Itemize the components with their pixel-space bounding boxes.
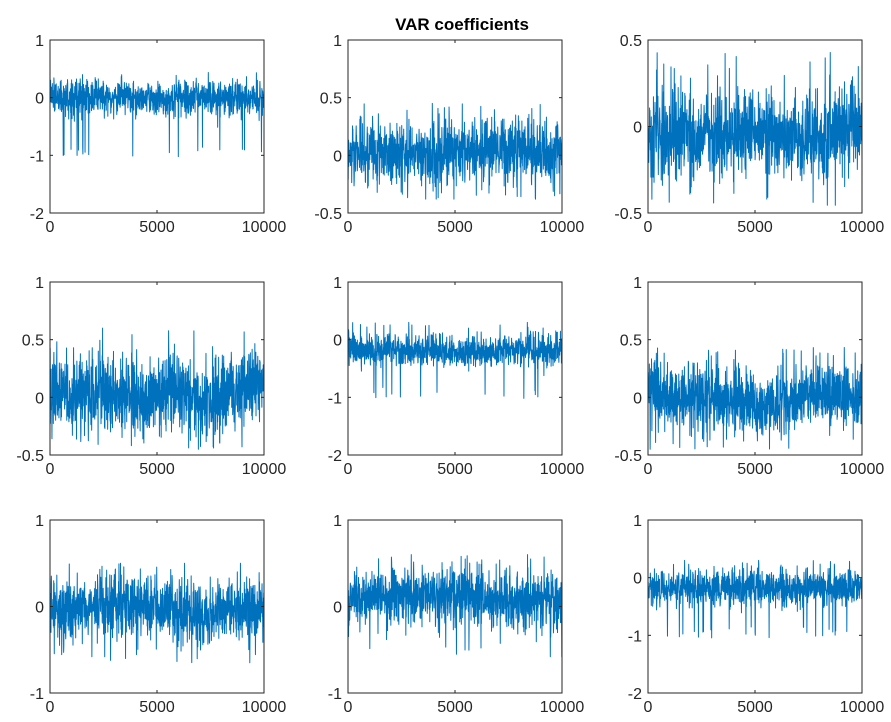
series-line-3-1	[49, 562, 265, 664]
x-tick-label-2-2-0: 0	[344, 461, 353, 478]
y-tick-label-3-1-0: -1	[30, 686, 44, 703]
series-line-1-1	[49, 71, 265, 158]
x-tick-label-2-2-1: 5000	[437, 461, 473, 478]
x-tick-label-3-3-1: 5000	[737, 699, 773, 716]
y-tick-label-2-1-2: 0.5	[22, 333, 44, 350]
subplot-2-3: 0 5000 10000-0.500.51	[614, 275, 884, 478]
y-tick-label-1-1-0: -2	[30, 206, 44, 223]
y-tick-label-2-2-2: 0	[333, 333, 342, 350]
y-tick-label-1-3-1: 0	[633, 120, 642, 137]
x-tick-label-3-2-1: 5000	[437, 699, 473, 716]
subplot-3-1: 0 5000 10000-101	[30, 513, 287, 716]
subplot-2-1: 0 5000 10000-0.500.51	[16, 275, 286, 478]
y-tick-label-1-2-3: 1	[333, 33, 342, 50]
y-tick-label-2-3-2: 0.5	[620, 333, 642, 350]
series-line-2-1	[49, 327, 265, 450]
y-tick-label-2-3-0: -0.5	[614, 448, 642, 465]
x-tick-label-3-1-0: 0	[46, 699, 55, 716]
y-tick-label-1-2-1: 0	[333, 148, 342, 165]
y-tick-label-3-3-3: 1	[633, 513, 642, 530]
y-tick-label-3-3-2: 0	[633, 571, 642, 588]
y-tick-label-3-1-1: 0	[35, 600, 44, 617]
subplot-3-2: 0 5000 10000-101	[328, 513, 585, 716]
subplot-1-2: 0 5000 10000-0.500.51	[314, 33, 584, 236]
x-tick-label-1-3-0: 0	[644, 219, 653, 236]
y-tick-label-1-3-2: 0.5	[620, 33, 642, 50]
subplot-1-3: 0 5000 10000-0.500.5	[614, 33, 884, 236]
y-tick-label-2-3-1: 0	[633, 390, 642, 407]
subplot-1-1: 0 5000 10000 -2 -1 0 1	[30, 33, 287, 236]
x-tick-label-1-1-0: 0	[46, 219, 55, 236]
figure-title: VAR coefficients	[395, 15, 529, 34]
y-tick-label-2-1-3: 1	[35, 275, 44, 292]
x-tick-label-2-1-2: 10000	[242, 461, 287, 478]
y-tick-label-3-3-0: -2	[628, 686, 642, 703]
x-tick-label-2-1-0: 0	[46, 461, 55, 478]
x-tick-label-3-2-2: 10000	[540, 699, 585, 716]
x-tick-label-2-3-1: 5000	[737, 461, 773, 478]
x-tick-label-2-1-1: 5000	[139, 461, 175, 478]
x-tick-label-3-1-2: 10000	[242, 699, 287, 716]
x-tick-label-2-3-2: 10000	[840, 461, 885, 478]
y-tick-label-1-1-3: 1	[35, 33, 44, 50]
y-tick-label-1-1-1: -1	[30, 148, 44, 165]
y-tick-label-2-2-1: -1	[328, 390, 342, 407]
x-tick-label-1-1-2: 10000	[242, 219, 287, 236]
series-line-1-2	[347, 102, 563, 200]
y-tick-label-1-2-2: 0.5	[320, 91, 342, 108]
x-tick-label-3-3-2: 10000	[840, 699, 885, 716]
series-line-3-3	[647, 559, 863, 639]
y-tick-label-3-2-2: 1	[333, 513, 342, 530]
x-tick-label-3-1-1: 5000	[139, 699, 175, 716]
y-tick-label-2-3-3: 1	[633, 275, 642, 292]
y-tick-label-2-1-0: -0.5	[16, 448, 44, 465]
y-tick-label-3-2-0: -1	[328, 686, 342, 703]
x-tick-label-1-3-2: 10000	[840, 219, 885, 236]
y-tick-label-2-1-1: 0	[35, 390, 44, 407]
y-tick-label-1-3-0: -0.5	[614, 206, 642, 223]
x-tick-label-2-3-0: 0	[644, 461, 653, 478]
x-tick-label-1-2-0: 0	[344, 219, 353, 236]
y-tick-label-2-2-0: -2	[328, 448, 342, 465]
x-tick-label-1-2-1: 5000	[437, 219, 473, 236]
x-tick-label-1-3-1: 5000	[737, 219, 773, 236]
x-tick-label-3-3-0: 0	[644, 699, 653, 716]
x-tick-label-2-2-2: 10000	[540, 461, 585, 478]
y-tick-label-1-2-0: -0.5	[314, 206, 342, 223]
y-tick-label-3-3-1: -1	[628, 628, 642, 645]
y-tick-label-2-2-3: 1	[333, 275, 342, 292]
subplot-2-2: 0 5000 10000 -2 -1 0 1	[328, 275, 585, 478]
x-tick-label-3-2-0: 0	[344, 699, 353, 716]
x-tick-label-1-1-1: 5000	[139, 219, 175, 236]
y-tick-label-1-1-2: 0	[35, 91, 44, 108]
subplot-3-3: 0 5000 10000 -2 -1 0 1	[628, 513, 885, 716]
series-line-3-2	[347, 554, 563, 658]
series-line-2-2	[347, 321, 563, 399]
x-tick-label-1-2-2: 10000	[540, 219, 585, 236]
series-line-2-3	[647, 346, 863, 450]
y-tick-label-3-2-1: 0	[333, 600, 342, 617]
series-line-1-3	[647, 51, 863, 206]
y-tick-label-3-1-2: 1	[35, 513, 44, 530]
